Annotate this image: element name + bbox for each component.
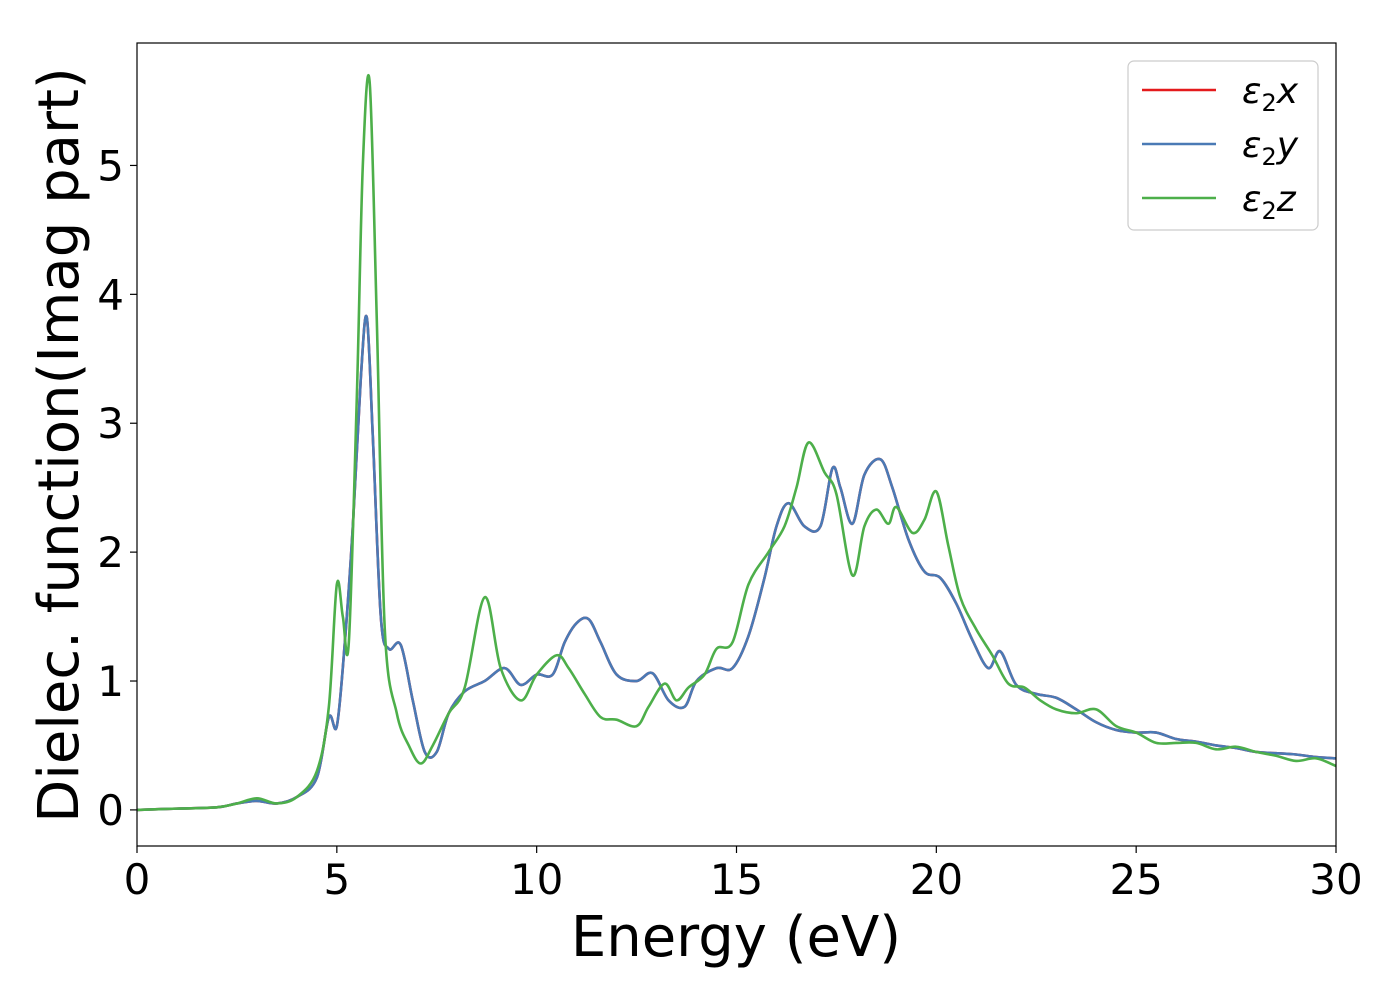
plot-frame (136, 42, 1337, 847)
legend-label-eps2y: ε2y (1242, 125, 1299, 171)
x-tick-label: 15 (710, 855, 763, 904)
series-group (137, 73, 1336, 812)
x-axis: 0 5 10 15 20 25 30 (124, 846, 1363, 904)
x-axis-label: Energy (eV) (571, 905, 901, 970)
x-tick-label: 20 (910, 855, 963, 904)
legend-label-eps2z: ε2z (1242, 179, 1297, 225)
x-tick-label: 30 (1309, 855, 1362, 904)
y-tick-label: 2 (97, 528, 124, 577)
y-tick-label: 1 (97, 657, 124, 706)
x-tick-label: 25 (1109, 855, 1162, 904)
y-axis: 0 1 2 3 4 5 (97, 141, 137, 835)
legend: ε2x ε2y ε2z (1127, 60, 1319, 231)
series-line-eps2y (137, 314, 1336, 812)
legend-box (1127, 60, 1319, 231)
x-tick-label: 5 (323, 855, 350, 904)
y-axis-label: Dielec. function(Imag part) (27, 67, 92, 823)
legend-label-eps2x: ε2x (1242, 71, 1299, 117)
x-tick-label: 10 (510, 855, 563, 904)
y-tick-label: 0 (97, 786, 124, 835)
y-tick-label: 3 (97, 399, 124, 448)
x-tick-label: 0 (124, 855, 151, 904)
series-line-eps2z (137, 73, 1336, 812)
y-tick-label: 4 (97, 270, 124, 319)
y-tick-label: 5 (97, 141, 124, 190)
